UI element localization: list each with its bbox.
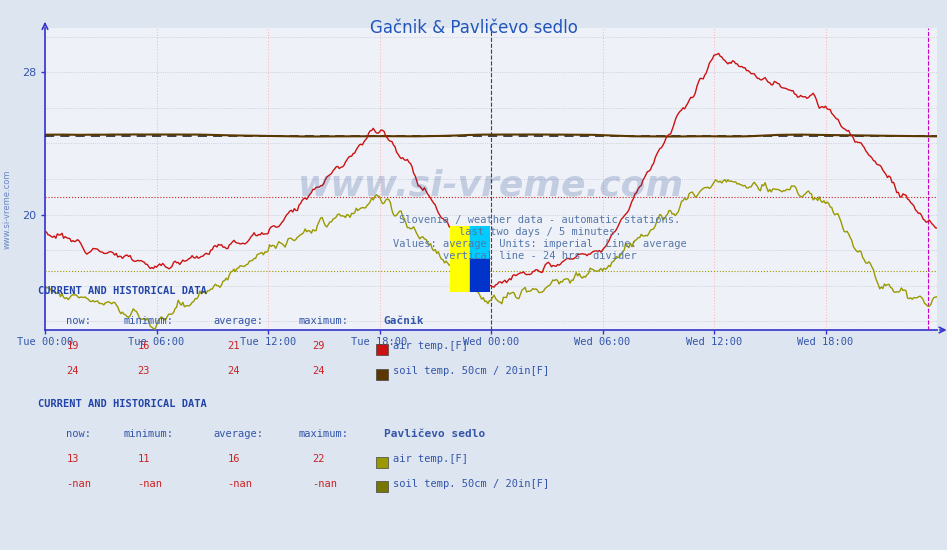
Text: Gačnik: Gačnik — [384, 316, 424, 327]
Text: minimum:: minimum: — [123, 316, 173, 327]
Bar — [450, 226, 470, 292]
Text: vertical line - 24 hrs  divider: vertical line - 24 hrs divider — [443, 251, 636, 261]
Text: 13: 13 — [66, 454, 79, 464]
Text: 23: 23 — [137, 366, 150, 376]
Text: 24: 24 — [66, 366, 79, 376]
Text: www.si-vreme.com: www.si-vreme.com — [298, 168, 684, 202]
Text: CURRENT AND HISTORICAL DATA: CURRENT AND HISTORICAL DATA — [38, 286, 206, 296]
Text: 11: 11 — [137, 454, 150, 464]
Text: -nan: -nan — [227, 478, 252, 489]
Text: Slovenia / weather data - automatic stations.: Slovenia / weather data - automatic stat… — [400, 214, 680, 225]
Text: 19: 19 — [66, 341, 79, 351]
Text: 24: 24 — [227, 366, 240, 376]
Bar — [470, 258, 490, 292]
Text: minimum:: minimum: — [123, 429, 173, 439]
Text: air temp.[F]: air temp.[F] — [393, 341, 468, 351]
Text: CURRENT AND HISTORICAL DATA: CURRENT AND HISTORICAL DATA — [38, 399, 206, 409]
Text: -nan: -nan — [313, 478, 337, 489]
Text: Pavličevo sedlo: Pavličevo sedlo — [384, 429, 485, 439]
Text: 22: 22 — [313, 454, 325, 464]
Text: maximum:: maximum: — [298, 316, 348, 327]
Text: air temp.[F]: air temp.[F] — [393, 454, 468, 464]
Text: www.si-vreme.com: www.si-vreme.com — [3, 169, 12, 249]
Text: soil temp. 50cm / 20in[F]: soil temp. 50cm / 20in[F] — [393, 366, 549, 376]
Text: Values: average  Units: imperial  Line: average: Values: average Units: imperial Line: av… — [393, 239, 687, 249]
Text: -nan: -nan — [137, 478, 162, 489]
Text: now:: now: — [66, 429, 91, 439]
Text: now:: now: — [66, 316, 91, 327]
Text: last two days / 5 minutes.: last two days / 5 minutes. — [458, 227, 621, 237]
Text: -nan: -nan — [66, 478, 91, 489]
Text: 24: 24 — [313, 366, 325, 376]
Text: 29: 29 — [313, 341, 325, 351]
Text: 16: 16 — [137, 341, 150, 351]
Text: maximum:: maximum: — [298, 429, 348, 439]
Text: 21: 21 — [227, 341, 240, 351]
Text: soil temp. 50cm / 20in[F]: soil temp. 50cm / 20in[F] — [393, 478, 549, 489]
Text: average:: average: — [213, 316, 263, 327]
Bar — [470, 226, 490, 258]
Text: 16: 16 — [227, 454, 240, 464]
Text: Gačnik & Pavličevo sedlo: Gačnik & Pavličevo sedlo — [369, 19, 578, 37]
Text: average:: average: — [213, 429, 263, 439]
